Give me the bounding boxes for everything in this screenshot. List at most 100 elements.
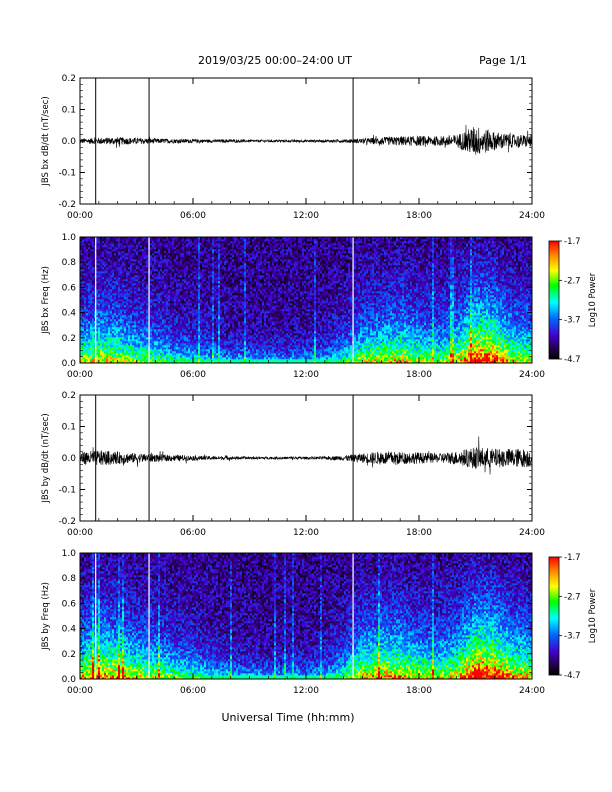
heatmap-cell [166,259,169,262]
heatmap-cell [226,335,229,338]
heatmap-cell [132,245,135,248]
heatmap-cell [208,277,211,280]
heatmap-cell [124,255,127,258]
heatmap-cell [188,333,191,336]
heatmap-cell [168,255,171,258]
heatmap-cell [202,297,205,300]
heatmap-cell [208,253,211,256]
heatmap-cell [166,307,169,310]
heatmap-cell [170,293,173,296]
heatmap-cell [110,251,113,254]
heatmap-cell [234,313,237,316]
heatmap-cell [176,299,179,302]
heatmap-cell [216,311,219,314]
heatmap-cell [168,349,171,352]
heatmap-cell [120,329,123,332]
heatmap-cell [186,277,189,280]
heatmap-cell [154,339,157,342]
heatmap-cell [120,289,123,292]
heatmap-cell [180,341,183,344]
heatmap-cell [108,315,111,318]
heatmap-cell [226,275,229,278]
heatmap-cell [88,325,91,328]
heatmap-cell [226,361,229,364]
heatmap-cell [136,265,139,268]
heatmap-cell [198,281,201,284]
heatmap-cell [122,247,125,250]
heatmap-cell [190,337,193,340]
heatmap-cell [216,289,219,292]
heatmap-cell [224,361,227,364]
heatmap-cell [212,297,215,300]
heatmap-cell [128,361,131,364]
heatmap-cell [232,251,235,254]
heatmap-cell [158,345,161,348]
heatmap-cell [146,291,149,294]
heatmap-cell [234,361,237,364]
heatmap-cell [80,251,83,254]
heatmap-cell [186,269,189,272]
heatmap-cell [234,331,237,334]
heatmap-cell [84,297,87,300]
heatmap-cell [104,279,107,282]
heatmap-cell [172,287,175,290]
heatmap-cell [120,285,123,288]
heatmap-cell [210,281,213,284]
heatmap-cell [120,333,123,336]
heatmap-cell [166,337,169,340]
heatmap-cell [156,347,159,350]
heatmap-cell [132,303,135,306]
heatmap-cell [206,277,209,280]
heatmap-cell [152,291,155,294]
heatmap-cell [232,245,235,248]
heatmap-cell [144,355,147,358]
heatmap-cell [142,283,145,286]
heatmap-cell [134,239,137,242]
heatmap-cell [208,311,211,314]
heatmap-cell [96,317,99,320]
heatmap-cell [184,303,187,306]
heatmap-cell [172,347,175,350]
heatmap-cell [222,239,225,242]
heatmap-cell [86,357,89,360]
heatmap-cell [164,299,167,302]
heatmap-cell [156,335,159,338]
heatmap-cell [96,331,99,334]
heatmap-cell [154,295,157,298]
heatmap-cell [110,275,113,278]
heatmap-cell [136,325,139,328]
heatmap-cell [204,249,207,252]
heatmap-cell [202,245,205,248]
heatmap-cell [100,359,103,362]
heatmap-cell [206,355,209,358]
heatmap-cell [106,241,109,244]
heatmap-cell [88,335,91,338]
heatmap-cell [214,265,217,268]
heatmap-cell [100,327,103,330]
heatmap-cell [128,349,131,352]
heatmap-cell [88,259,91,262]
heatmap-cell [164,291,167,294]
heatmap-cell [206,303,209,306]
heatmap-cell [154,257,157,260]
heatmap-cell [110,253,113,256]
heatmap-cell [174,273,177,276]
heatmap-cell [156,337,159,340]
heatmap-cell [92,281,95,284]
heatmap-cell [216,281,219,284]
heatmap-cell [138,313,141,316]
heatmap-cell [210,295,213,298]
heatmap-cell [182,307,185,310]
heatmap-cell [150,289,153,292]
heatmap-cell [204,289,207,292]
heatmap-cell [232,329,235,332]
heatmap-cell [200,357,203,360]
heatmap-cell [96,327,99,330]
heatmap-cell [134,311,137,314]
heatmap-cell [226,271,229,274]
heatmap-cell [232,291,235,294]
heatmap-cell [168,343,171,346]
heatmap-cell [220,291,223,294]
heatmap-cell [128,319,131,322]
heatmap-cell [196,287,199,290]
